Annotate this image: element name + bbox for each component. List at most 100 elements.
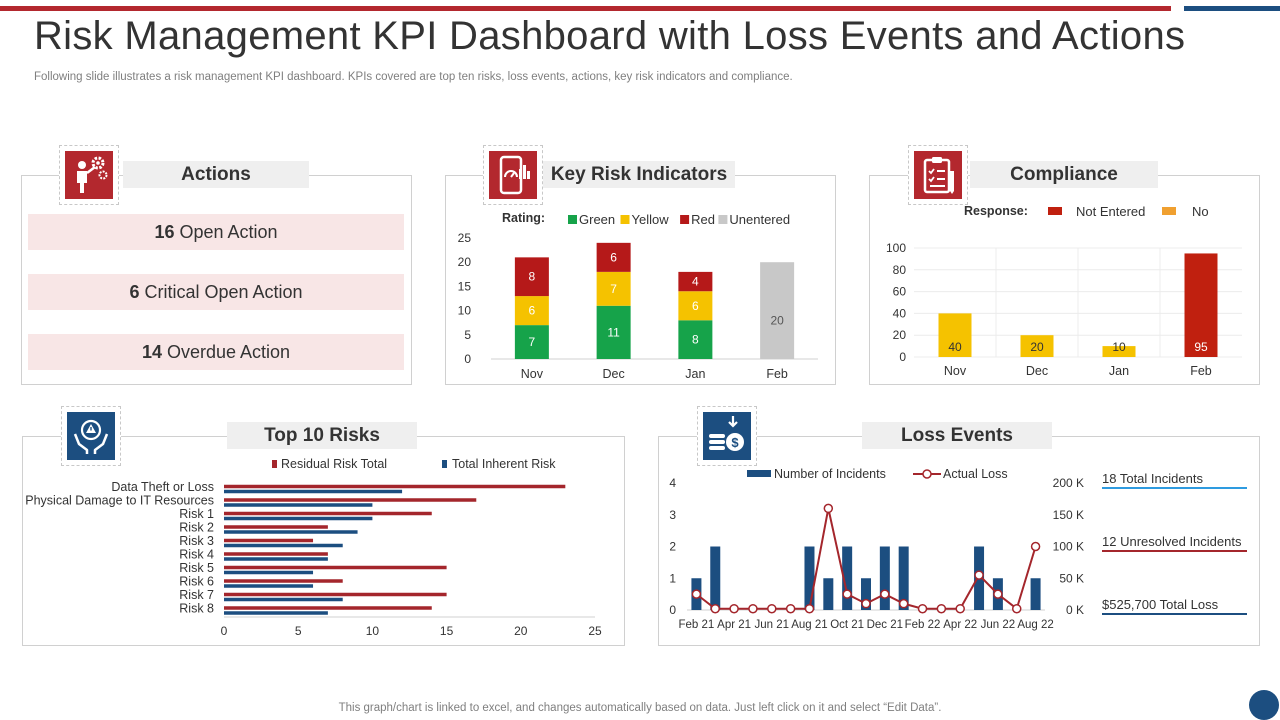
actions-panel: 16 Open Action 6 Critical Open Action 14… (21, 175, 412, 385)
top-risks-icon-box (61, 406, 121, 466)
bar-segment (678, 271, 713, 292)
bar-residual (224, 579, 343, 583)
x-tick-label: 5 (295, 624, 302, 638)
person-gear-icon (65, 151, 113, 199)
y-right-tick-label: 100 K (1053, 540, 1084, 554)
kri-chart: Rating: Green Yellow Red Unentered 0 5 10 15 20 25… (458, 211, 818, 381)
legend-label: Total Inherent Risk (452, 457, 556, 471)
kri-icon-box (483, 145, 543, 205)
hands-warning-icon (67, 412, 115, 460)
x-tick-label: Jan (685, 367, 705, 381)
actual-loss-point (823, 503, 834, 514)
x-tick-label: Dec (1026, 364, 1048, 378)
bar-segment (514, 325, 549, 359)
action-label: Overdue Action (166, 342, 291, 362)
top-risks-panel: Residual Risk Total Total Inherent Risk 0 5… (22, 436, 625, 646)
data-label: 6 (692, 299, 699, 313)
y-category-label: Risk 4 (179, 547, 214, 561)
legend-label: Red (691, 212, 715, 227)
bar-inherent (224, 516, 373, 521)
y-right-tick-label: 200 K (1053, 476, 1084, 490)
bar-residual (224, 606, 432, 610)
x-tick-label: Aug 21 (791, 619, 827, 631)
y-tick-label: 80 (893, 263, 907, 277)
kpi-underline (1102, 487, 1247, 489)
actual-loss-point (804, 603, 815, 614)
action-count: 16 (154, 222, 175, 242)
incident-bar (804, 546, 815, 610)
x-tick-label: Feb (1190, 364, 1212, 378)
actual-loss-point (729, 603, 739, 614)
legend-marker (922, 469, 932, 479)
kri-legend-title: Rating: (502, 211, 545, 225)
y-left-tick-label: 0 (669, 603, 676, 617)
legend-swatch (568, 215, 577, 224)
y-right-tick-label: 50 K (1059, 571, 1084, 585)
y-tick-label: 60 (893, 285, 907, 299)
footer-note: This graph/chart is linked to excel, and… (338, 702, 942, 714)
loss-events-title: Loss Events (862, 422, 1052, 449)
top-accent-bar-blue (1184, 6, 1280, 11)
compliance-panel: Response: Not Entered No 0 20 40 60 80 100 40 Nov 2… (869, 175, 1260, 385)
top-risks-chart: Residual Risk Total Total Inherent Risk 0 5… (25, 457, 602, 638)
action-label: Open Action (179, 222, 278, 242)
legend-label: Actual Loss (943, 467, 1008, 481)
y-tick-label: 100 (886, 241, 906, 255)
bar-inherent (224, 570, 314, 575)
actual-loss-point (955, 603, 965, 614)
incident-bar (710, 546, 721, 610)
actual-loss-point (1030, 541, 1041, 552)
y-category-label: Data Theft or Loss (111, 480, 214, 494)
kpi-unresolved-incidents: 12 Unresolved Incidents (1102, 534, 1242, 549)
bar (938, 313, 972, 357)
action-label: Critical Open Action (144, 282, 303, 302)
action-row-overdue: 14 Overdue Action (28, 334, 404, 370)
incident-bar (1030, 578, 1041, 610)
kpi-total-loss: $525,700 Total Loss (1102, 597, 1219, 612)
incident-bar (898, 546, 909, 610)
page-title: Risk Management KPI Dashboard with Loss … (34, 14, 1186, 58)
bar-inherent (224, 530, 358, 534)
legend-swatch (442, 460, 447, 468)
actual-loss-point (842, 589, 852, 599)
data-label: 95 (1194, 340, 1208, 354)
data-label: 6 (529, 304, 536, 318)
bar-residual (224, 552, 328, 556)
bar-inherent (224, 557, 328, 561)
bar-residual (224, 511, 432, 516)
legend-label: No (1192, 204, 1209, 219)
y-category-label: Risk 3 (179, 534, 214, 548)
x-tick-label: Jun 21 (755, 619, 790, 631)
actual-loss-point (691, 589, 702, 599)
kpi-underline (1102, 550, 1247, 552)
data-label: 8 (529, 270, 536, 284)
x-tick-label: Apr 21 (717, 619, 751, 631)
bar-inherent (224, 543, 343, 548)
legend-swatch (718, 215, 728, 224)
legend-label: Not Entered (1076, 204, 1145, 219)
actions-icon-box (59, 145, 119, 205)
money-coins-icon: $ (703, 412, 751, 460)
y-left-tick-label: 1 (669, 571, 676, 585)
actual-loss-point (861, 598, 871, 609)
y-tick-label: 15 (458, 279, 472, 293)
bar-segment (514, 257, 549, 297)
data-label: 10 (1112, 340, 1126, 354)
actual-loss-point (748, 603, 758, 614)
x-tick-label: 25 (588, 624, 602, 638)
kri-panel: Rating: Green Yellow Red Unentered 0 5 10 15 20 25… (445, 175, 836, 385)
incident-bar (879, 546, 890, 610)
bar-segment (678, 291, 713, 321)
actual-loss-point (898, 598, 909, 609)
bar-segment (596, 305, 631, 359)
actions-title: Actions (123, 161, 309, 188)
kpi-total-incidents: 18 Total Incidents (1102, 471, 1203, 486)
x-tick-label: Apr 22 (943, 619, 977, 631)
bar-residual (224, 592, 447, 597)
y-tick-label: 40 (893, 306, 907, 320)
x-tick-label: Aug 22 (1017, 619, 1053, 631)
y-left-tick-label: 3 (669, 508, 676, 522)
actual-loss-point (936, 603, 947, 614)
legend-swatch (272, 460, 277, 468)
y-category-label: Risk 6 (179, 574, 214, 588)
